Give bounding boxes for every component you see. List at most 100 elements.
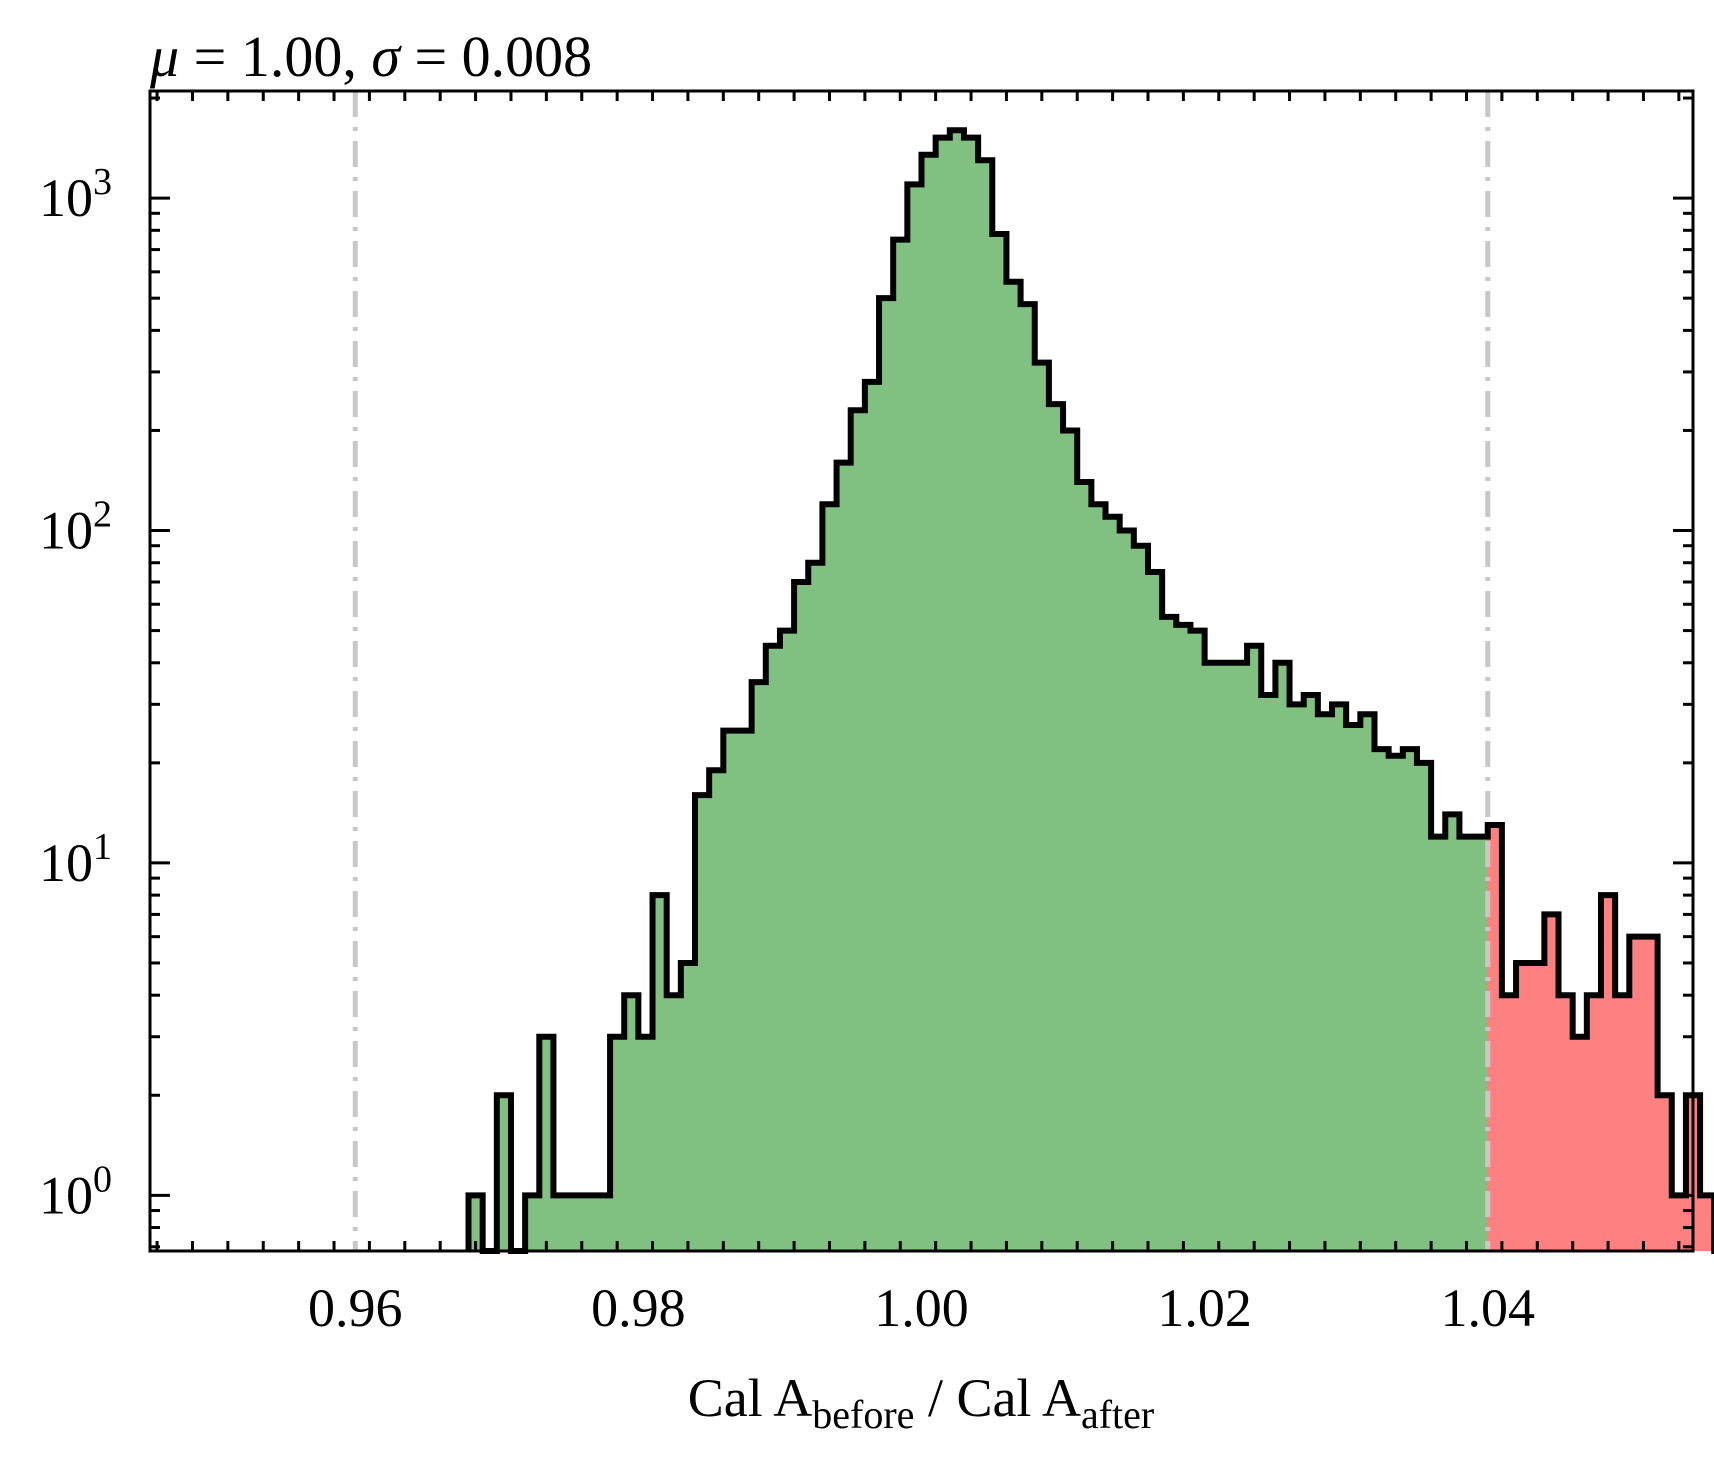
bar-inside xyxy=(1204,662,1220,1251)
bar-inside xyxy=(1317,714,1333,1251)
bar-inside xyxy=(1473,836,1489,1251)
bar-inside xyxy=(610,1036,625,1251)
xlabel-prefix: Cal A xyxy=(688,1368,813,1428)
bar-inside xyxy=(1303,695,1319,1251)
bar-inside xyxy=(1147,572,1163,1251)
title-sigma: σ xyxy=(371,24,402,89)
bar-inside xyxy=(1077,481,1092,1251)
bar-inside xyxy=(907,184,922,1251)
bar-outside xyxy=(1643,936,1659,1251)
bar-inside xyxy=(1416,762,1432,1251)
y-tick-base: 10 xyxy=(39,501,93,561)
bar-inside xyxy=(978,160,993,1251)
bar-inside xyxy=(1091,504,1107,1251)
bar-inside xyxy=(794,582,809,1251)
y-tick-exponent: 3 xyxy=(93,161,112,203)
bar-inside xyxy=(1006,281,1022,1251)
x-axis-label: Cal Abefore / Cal Aafter xyxy=(688,1368,1154,1437)
x-tick-label: 1.04 xyxy=(1440,1278,1535,1338)
y-tick-exponent: 0 xyxy=(93,1158,112,1200)
bar-inside xyxy=(496,1095,512,1251)
bar-inside xyxy=(1119,530,1135,1251)
bar-inside xyxy=(1162,616,1177,1251)
bar-outside xyxy=(1530,962,1545,1251)
bar-inside xyxy=(992,233,1007,1251)
y-tick-label: 102 xyxy=(39,494,112,561)
bar-inside xyxy=(638,1036,654,1251)
xlabel-sub-before: before xyxy=(812,1392,914,1437)
bar-inside xyxy=(751,682,767,1251)
threshold-lines xyxy=(352,91,1491,1251)
plot-frame xyxy=(148,89,1695,1253)
title-sigma-value: = 0.008 xyxy=(400,24,592,89)
x-tick-label: 1.00 xyxy=(874,1278,969,1338)
bar-inside xyxy=(695,795,710,1251)
y-tick-exponent: 1 xyxy=(93,826,112,868)
y-tick-base: 10 xyxy=(39,168,93,228)
bar-inside xyxy=(680,962,696,1251)
bar-outside xyxy=(1544,914,1560,1251)
bar-inside xyxy=(525,1195,540,1251)
y-tick-base: 10 xyxy=(39,1165,93,1225)
bar-inside xyxy=(581,1195,597,1251)
bar-outside xyxy=(1615,995,1630,1251)
histogram-fills xyxy=(468,130,1714,1252)
bar-outside xyxy=(1657,1095,1673,1251)
bar-inside xyxy=(709,770,724,1251)
bar-inside xyxy=(779,630,795,1251)
bar-inside xyxy=(850,410,866,1251)
bar-inside xyxy=(1374,749,1390,1251)
bar-inside xyxy=(1176,624,1191,1251)
bar-inside xyxy=(1289,704,1305,1251)
bar-inside xyxy=(1218,662,1234,1251)
histogram-outline xyxy=(465,127,1714,1254)
bar-inside xyxy=(1020,304,1036,1251)
bar-inside xyxy=(836,462,852,1251)
bar-inside xyxy=(1360,714,1375,1251)
bar-inside xyxy=(822,504,838,1251)
bar-inside xyxy=(737,730,753,1251)
bar-inside xyxy=(723,730,738,1251)
bar-inside xyxy=(1048,404,1064,1252)
bar-outside xyxy=(1572,1036,1588,1251)
bar-inside xyxy=(539,1036,554,1251)
bar-inside xyxy=(1261,695,1276,1251)
bar-inside xyxy=(1190,630,1206,1251)
bar-inside xyxy=(468,1195,484,1251)
bar-inside xyxy=(1346,724,1361,1251)
x-tick-labels: 0.96 0.98 1.00 1.02 1.04 xyxy=(308,1278,1535,1338)
bar-inside xyxy=(1388,755,1404,1251)
bar-outside xyxy=(1600,895,1616,1251)
chart-title: μ = 1.00, σ = 0.008 xyxy=(149,24,592,89)
bar-inside xyxy=(808,562,823,1251)
y-tick-base: 10 xyxy=(39,833,93,893)
bar-inside xyxy=(1445,814,1460,1251)
bar-inside xyxy=(1431,836,1446,1251)
bar-inside xyxy=(1459,836,1475,1251)
bar-inside xyxy=(963,137,979,1251)
x-tick-label: 0.96 xyxy=(308,1278,403,1338)
bar-inside xyxy=(1133,545,1149,1251)
y-tick-label: 101 xyxy=(39,826,112,893)
bar-inside xyxy=(553,1195,569,1251)
x-tick-label: 1.02 xyxy=(1157,1278,1252,1338)
xlabel-sub-after: after xyxy=(1081,1392,1154,1437)
bar-inside xyxy=(921,154,937,1252)
bar-inside xyxy=(765,645,781,1251)
bar-inside xyxy=(666,995,682,1251)
bar-inside xyxy=(652,895,668,1251)
bar-outside xyxy=(1487,825,1503,1251)
bar-outside xyxy=(1629,936,1644,1251)
bar-inside xyxy=(1247,645,1262,1251)
title-mu-value: = 1.00, xyxy=(179,24,371,89)
bar-inside xyxy=(1034,362,1050,1251)
bar-outside xyxy=(1671,1195,1687,1251)
bar-inside xyxy=(1275,662,1291,1251)
bar-outside xyxy=(1558,995,1574,1251)
y-tick-label: 103 xyxy=(39,161,112,228)
bar-inside xyxy=(567,1195,583,1251)
y-tick-label: 100 xyxy=(39,1158,112,1225)
bar-inside xyxy=(1332,704,1347,1251)
